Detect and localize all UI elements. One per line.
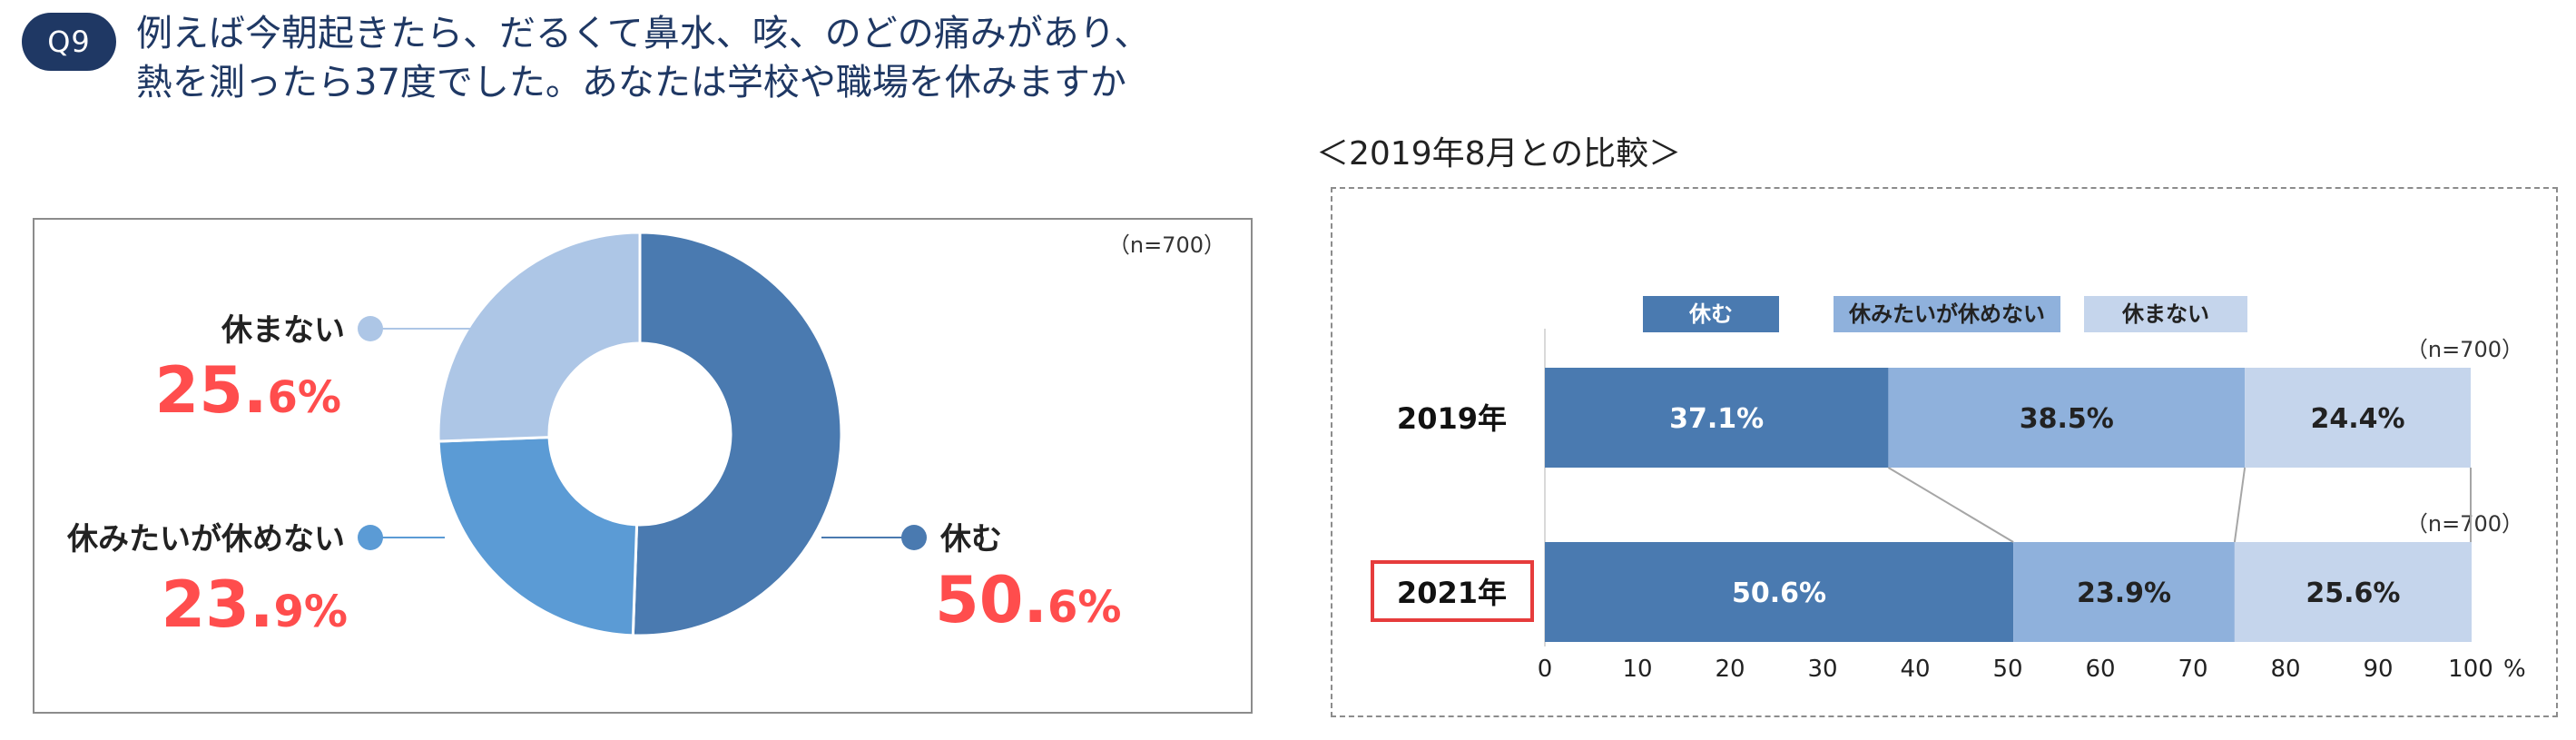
bar-value-label: 37.1% — [1669, 403, 1764, 435]
x-tick-label: 50 — [1992, 656, 2022, 683]
connector-line-2 — [2233, 467, 2247, 543]
legend-label-3: 休まない — [2121, 301, 2209, 327]
x-tick-label: 10 — [1622, 656, 1652, 683]
legend-swatch-3 — [2084, 296, 2247, 332]
connector-line-1 — [1887, 467, 2014, 543]
bar-2019年-seg-1 — [1545, 368, 1889, 468]
donut-slice-3 — [437, 231, 642, 443]
category-label-2021年: 2021年 — [1397, 576, 1507, 610]
x-axis-unit: % — [2503, 656, 2526, 683]
x-tick-label: 0 — [1538, 656, 1553, 683]
x-tick-label: 100 — [2448, 656, 2493, 683]
x-tick-label: 30 — [1807, 656, 1837, 683]
x-tick-label: 20 — [1715, 656, 1745, 683]
question-text: 例えば今朝起きたら、だるくて鼻水、咳、のどの痛みがあり、 熱を測ったら37度でし… — [136, 9, 1150, 107]
bar-chart-panel — [1331, 187, 2558, 717]
donut-slice-2 — [437, 436, 639, 637]
comparison-title: ＜2019年8月との比較＞ — [1316, 135, 1682, 173]
bar-sample-size: （n=700） — [2406, 337, 2523, 362]
bar-2019年-seg-2 — [1888, 368, 2246, 468]
bar-2019年-seg-3 — [2245, 368, 2471, 468]
slice-label-3: 休まない — [221, 312, 345, 349]
highlight-box-2021 — [1371, 560, 1534, 622]
legend-label-2: 休みたいが休めない — [1848, 301, 2045, 327]
slice-label-2: 休みたいが休めない — [66, 521, 345, 557]
bar-value-label: 50.6% — [1732, 577, 1826, 609]
callout-dot-3 — [358, 316, 383, 341]
bar-2021年-seg-3 — [2234, 542, 2473, 642]
question-number-badge: Q9 — [22, 13, 116, 71]
bar-value-label: 24.4% — [2311, 403, 2405, 435]
bar-value-label: 25.6% — [2306, 577, 2400, 609]
bar-value-label: 23.9% — [2077, 577, 2171, 609]
bar-sample-size: （n=700） — [2406, 511, 2523, 537]
x-tick-label: 80 — [2270, 656, 2300, 683]
x-tick-label: 70 — [2178, 656, 2207, 683]
donut-chart-panel: （n=700） — [33, 218, 1253, 714]
slice-label-1: 休む — [939, 521, 1002, 557]
bar-value-label: 38.5% — [2020, 403, 2114, 435]
callout-dot-1 — [901, 525, 927, 550]
x-tick-label: 60 — [2085, 656, 2115, 683]
slice-percent-2: 23.9% — [161, 567, 348, 642]
donut-sample-size: （n=700） — [1107, 232, 1225, 258]
legend-label-1: 休む — [1688, 301, 1733, 327]
question-line-1: 例えば今朝起きたら、だるくて鼻水、咳、のどの痛みがあり、 — [136, 13, 1151, 54]
slice-percent-1: 50.6% — [935, 563, 1122, 637]
category-label-2019年: 2019年 — [1397, 401, 1507, 436]
callout-dot-2 — [358, 525, 383, 550]
donut-slice-1 — [631, 231, 843, 637]
legend-swatch-2 — [1834, 296, 2060, 332]
x-tick-label: 90 — [2363, 656, 2393, 683]
x-tick-label: 40 — [1900, 656, 1930, 683]
legend-swatch-1 — [1643, 296, 1779, 332]
slice-percent-3: 25.6% — [154, 353, 341, 428]
bar-2021年-seg-2 — [2013, 542, 2235, 642]
bar-2021年-seg-1 — [1545, 542, 2014, 642]
question-line-2: 熱を測ったら37度でした。あなたは学校や職場を休みますか — [136, 62, 1126, 104]
